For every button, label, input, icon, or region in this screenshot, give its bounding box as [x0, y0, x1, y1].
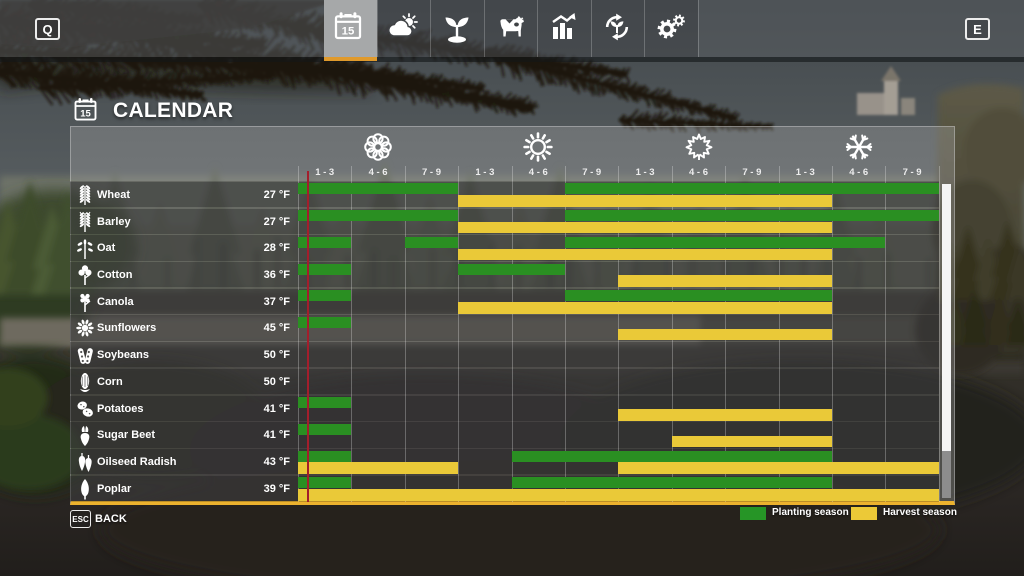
svg-text:15: 15: [342, 25, 355, 37]
svg-text:15: 15: [80, 109, 91, 120]
